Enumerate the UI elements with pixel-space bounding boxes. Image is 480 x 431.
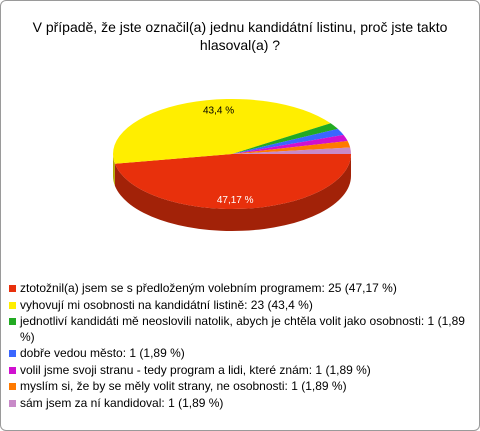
legend-label: dobře vedou město: 1 (1,89 %) [20,346,185,360]
value-label: 43,4 % [203,105,234,116]
value-label: 47,17 % [217,195,254,206]
slice [232,128,344,154]
legend-item: dobře vedou město: 1 (1,89 %) [9,346,471,362]
slice-side [113,154,115,186]
legend-swatch [9,318,16,325]
legend-item: jednotliví kandidáti mě neoslovili natol… [9,314,471,345]
legend-swatch [9,399,16,407]
legend-label: volil jsme svoji stranu - tedy program a… [20,362,371,377]
legend-label: jednotliví kandidáti mě neoslovili natol… [20,314,465,344]
slice [232,141,351,154]
legend-label: ztotožnil(a) jsem se s předloženým voleb… [20,281,397,295]
slice [114,154,351,210]
legend-label: vyhovují mi osobnosti na kandidátní list… [20,297,313,312]
legend-swatch [9,285,16,292]
legend-item: volil jsme svoji stranu - tedy program a… [9,363,471,379]
legend: ztotožnil(a) jsem se s předloženým voleb… [9,281,471,412]
slice [232,123,338,154]
slice [232,134,348,154]
legend-swatch [9,383,16,390]
pie-chart: 47,17 % 43,4 % [113,99,351,232]
legend-item: myslím si, že by se měly volit strany, n… [9,379,471,395]
legend-swatch [9,301,16,309]
slice [232,147,351,154]
legend-label: myslím si, že by se měly volit strany, n… [20,379,347,393]
legend-item: sám jsem za ní kandidoval: 1 (1,89 %) [9,396,471,412]
slice [113,99,331,164]
legend-label: sám jsem za ní kandidoval: 1 (1,89 %) [20,395,224,410]
legend-swatch [9,350,16,357]
legend-swatch [9,366,16,374]
slice-side [114,154,351,232]
legend-item: vyhovují mi osobnosti na kandidátní list… [9,298,471,314]
chart-title: V případě, že jste označil(a) jednu kand… [32,19,448,53]
legend-item: ztotožnil(a) jsem se s předloženým voleb… [9,281,471,297]
